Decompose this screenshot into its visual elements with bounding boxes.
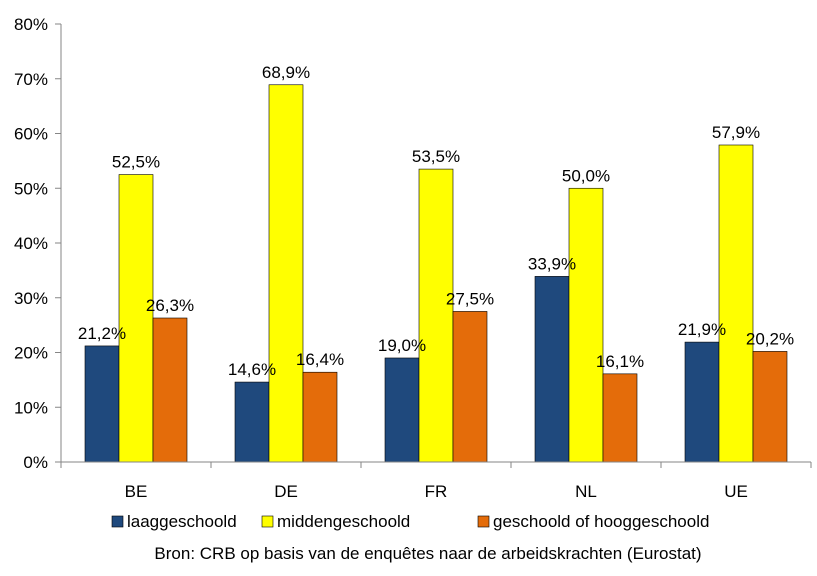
x-tick-label: UE xyxy=(724,482,748,501)
legend-swatch xyxy=(477,515,490,528)
bars xyxy=(84,84,788,463)
y-tick-label: 80% xyxy=(14,15,48,34)
y-tick-label: 10% xyxy=(14,398,48,417)
data-labels: 21,2% 52,5% 26,3% 14,6% 68,9% 16,4% 19,0% 53,5%… xyxy=(78,63,794,379)
bar xyxy=(452,311,488,463)
data-label: 16,1% xyxy=(596,352,644,371)
data-label: 16,4% xyxy=(296,350,344,369)
y-tick-label: 60% xyxy=(14,125,48,144)
legend-label: laaggeschoold xyxy=(127,512,237,531)
bar xyxy=(418,168,454,463)
y-tick-label: 0% xyxy=(23,453,48,472)
y-axis-ticks: 0% 10% 20% 30% 40% 50% 60% 70% 80% xyxy=(14,15,61,472)
y-tick-label: 20% xyxy=(14,344,48,363)
bar xyxy=(602,373,638,463)
y-tick-label: 50% xyxy=(14,179,48,198)
bar xyxy=(752,351,788,463)
x-axis-ticks: BE DE FR NL UE xyxy=(60,462,812,501)
bar xyxy=(568,187,604,463)
data-label: 21,2% xyxy=(78,324,126,343)
y-tick-label: 40% xyxy=(14,234,48,253)
data-label: 21,9% xyxy=(678,320,726,339)
x-tick-label: NL xyxy=(575,482,597,501)
bar xyxy=(234,381,270,463)
bar xyxy=(302,371,338,463)
y-tick-label: 30% xyxy=(14,289,48,308)
data-label: 57,9% xyxy=(712,123,760,142)
data-label: 52,5% xyxy=(112,153,160,172)
bar xyxy=(84,345,120,463)
y-tick-label: 70% xyxy=(14,70,48,89)
data-label: 19,0% xyxy=(378,336,426,355)
data-label: 14,6% xyxy=(228,360,276,379)
bar xyxy=(534,276,570,463)
data-label: 50,0% xyxy=(562,166,610,185)
bar xyxy=(718,144,754,463)
axes xyxy=(60,24,811,463)
data-label: 53,5% xyxy=(412,147,460,166)
data-label: 68,9% xyxy=(262,63,310,82)
bar xyxy=(684,341,720,463)
data-label: 20,2% xyxy=(746,329,794,348)
x-tick-label: FR xyxy=(425,482,448,501)
data-label: 27,5% xyxy=(446,289,494,308)
legend-swatch xyxy=(111,515,124,528)
x-tick-label: BE xyxy=(125,482,148,501)
legend-swatch xyxy=(261,515,274,528)
bar xyxy=(268,84,304,463)
data-label: 26,3% xyxy=(146,296,194,315)
legend: laaggeschoold middengeschoold geschoold of… xyxy=(111,512,709,531)
x-tick-label: DE xyxy=(274,482,298,501)
legend-label: middengeschoold xyxy=(277,512,410,531)
data-label: 33,9% xyxy=(528,254,576,273)
bar xyxy=(152,317,188,463)
bar xyxy=(384,357,420,463)
bar xyxy=(118,174,154,463)
legend-label: geschoold of hooggeschoold xyxy=(493,512,709,531)
source-note: Bron: CRB op basis van de enquêtes naar … xyxy=(154,544,701,563)
